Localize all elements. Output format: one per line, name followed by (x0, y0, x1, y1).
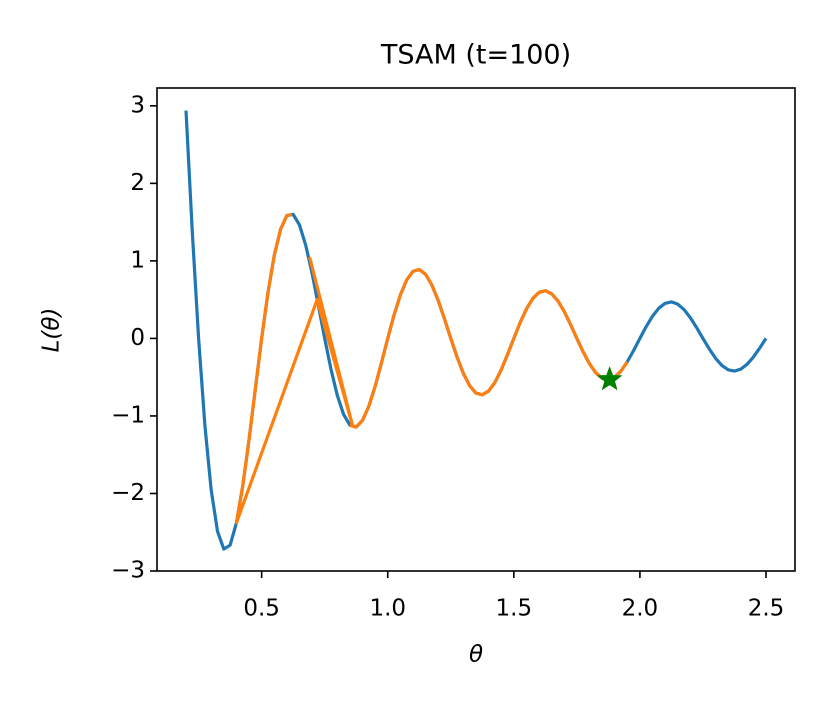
chart-title: TSAM (t=100) (380, 40, 571, 71)
x-tick-label: 2.0 (622, 596, 659, 622)
data-line (234, 212, 629, 525)
x-axis-label: θ (469, 642, 483, 668)
y-tick-label: 0 (130, 325, 145, 351)
x-tick-label: 2.5 (748, 596, 785, 622)
y-tick-label: −3 (111, 558, 145, 584)
x-tick-label: 1.0 (369, 596, 406, 622)
y-tick-label: 1 (130, 247, 145, 273)
y-tick-label: −2 (111, 480, 145, 506)
y-tick-label: −1 (111, 402, 145, 428)
data-line (184, 110, 768, 551)
x-tick-label: 1.5 (496, 596, 533, 622)
axes-frame (156, 87, 796, 572)
star-marker (596, 366, 623, 391)
y-tick-label: 3 (130, 92, 145, 118)
y-axis-label: L(θ) (39, 308, 65, 353)
x-tick-label: 0.5 (243, 596, 280, 622)
y-tick-label: 2 (130, 170, 145, 196)
